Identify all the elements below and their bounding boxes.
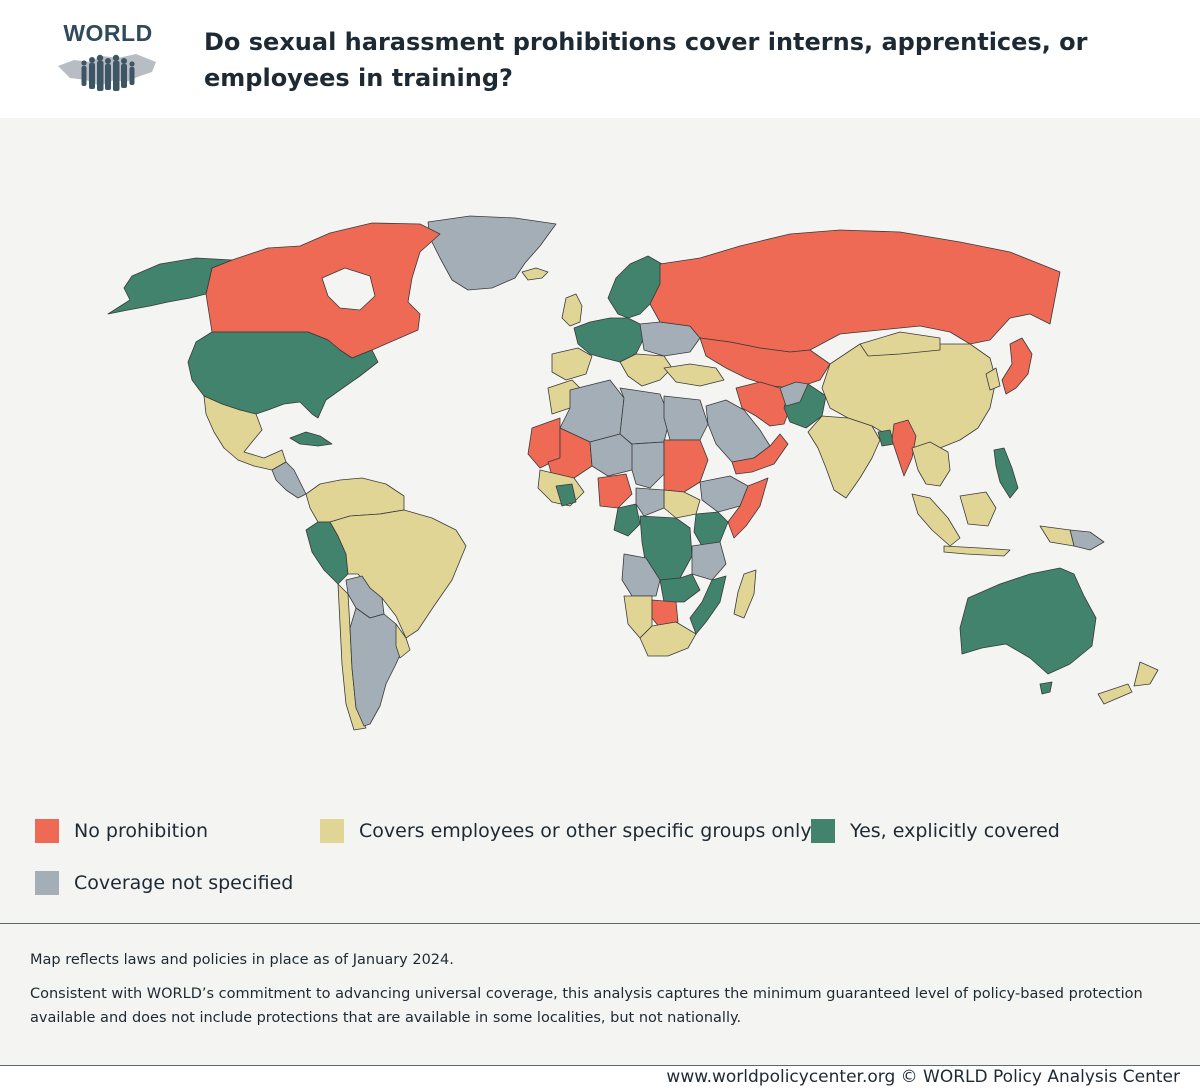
logo-people-map-icon — [58, 54, 156, 91]
region-java — [943, 545, 1011, 557]
footer-credit: www.worldpolicycenter.org © WORLD Policy… — [666, 1067, 1180, 1087]
world-map — [0, 118, 1200, 808]
region-uk — [561, 293, 583, 327]
region-greenland — [427, 215, 557, 291]
region-kenya — [693, 511, 729, 547]
region-nigeria — [597, 473, 633, 509]
region-australia — [959, 567, 1097, 675]
region-united-states — [187, 331, 379, 419]
legend-item-employees-only: Covers employees or other specific group… — [320, 816, 812, 846]
region-south-africa — [639, 621, 697, 657]
region-tanzania — [691, 541, 727, 581]
region-new-zealand — [1133, 661, 1159, 687]
region-iceland — [521, 267, 549, 281]
region-russia — [649, 229, 1061, 353]
legend-label-employees-only: Covers employees or other specific group… — [359, 820, 812, 842]
region-ghana — [555, 483, 577, 507]
region-western-europe — [573, 317, 645, 363]
legend-label-no-prohibition: No prohibition — [74, 820, 209, 842]
region-mongolia — [859, 331, 941, 357]
region-turkey — [663, 363, 725, 387]
legend-item-no-prohibition: No prohibition — [35, 816, 208, 846]
region-south-sudan — [663, 489, 701, 519]
region-mozambique — [689, 575, 727, 635]
region-cameroon — [613, 503, 641, 537]
region-central-asia — [699, 337, 831, 389]
legend-item-not-specified: Coverage not specified — [35, 868, 293, 898]
region-india — [807, 415, 881, 499]
legend-swatch-not-specified — [35, 871, 59, 895]
map-legend: No prohibition Covers employees or other… — [0, 808, 1200, 924]
legend-label-explicitly-covered: Yes, explicitly covered — [850, 820, 1060, 842]
region-libya — [619, 387, 671, 445]
legend-label-not-specified: Coverage not specified — [74, 872, 294, 894]
legend-swatch-no-prohibition — [35, 819, 59, 843]
notes-section: Map reflects laws and policies in place … — [0, 924, 1200, 1065]
region-uruguay — [395, 623, 411, 659]
region-west-papua — [1039, 525, 1075, 547]
notes-divider — [0, 923, 1200, 924]
region-indonesia — [911, 493, 961, 547]
region-madagascar — [733, 569, 757, 619]
region-central-america — [271, 461, 307, 499]
region-papua-new-guinea — [1069, 529, 1105, 551]
region-chile — [337, 583, 367, 731]
region-korea — [985, 367, 1001, 391]
region-alaska — [107, 257, 233, 315]
region-myanmar — [891, 419, 917, 477]
region-chad — [631, 441, 665, 489]
region-borneo — [959, 491, 997, 527]
region-argentina — [349, 607, 405, 727]
region-afghanistan — [779, 381, 809, 407]
logo-text: WORLD — [63, 20, 153, 46]
region-tasmania — [1039, 681, 1053, 695]
region-car — [635, 487, 665, 517]
region-philippines — [993, 447, 1019, 499]
world-map-svg — [107, 215, 1159, 731]
legend-swatch-employees-only — [320, 819, 344, 843]
region-spain — [551, 347, 593, 381]
region-indochina — [911, 441, 951, 487]
region-sudan — [663, 439, 709, 493]
date-note: Map reflects laws and policies in place … — [30, 952, 454, 968]
region-new-zealand-south — [1097, 683, 1133, 705]
legend-item-explicitly-covered: Yes, explicitly covered — [811, 816, 1060, 846]
region-angola — [621, 553, 661, 597]
region-yemen — [731, 433, 789, 475]
page-title: Do sexual harassment prohibitions cover … — [204, 28, 1088, 92]
hudson-bay — [321, 267, 376, 311]
region-somalia — [727, 477, 769, 539]
region-iran — [735, 381, 791, 427]
region-japan — [1001, 337, 1033, 395]
region-balkans — [619, 353, 673, 387]
world-logo: WORLD — [56, 20, 160, 100]
coverage-note: Consistent with WORLD’s commitment to ad… — [30, 986, 1143, 1026]
footer-divider — [0, 1065, 1200, 1066]
region-egypt — [663, 395, 709, 441]
region-brazil — [329, 509, 467, 639]
legend-swatch-explicitly-covered — [811, 819, 835, 843]
header: WORLD Do sexual harassment prohibitions … — [0, 0, 1200, 118]
region-cuba — [289, 431, 333, 447]
region-mexico — [203, 395, 287, 471]
